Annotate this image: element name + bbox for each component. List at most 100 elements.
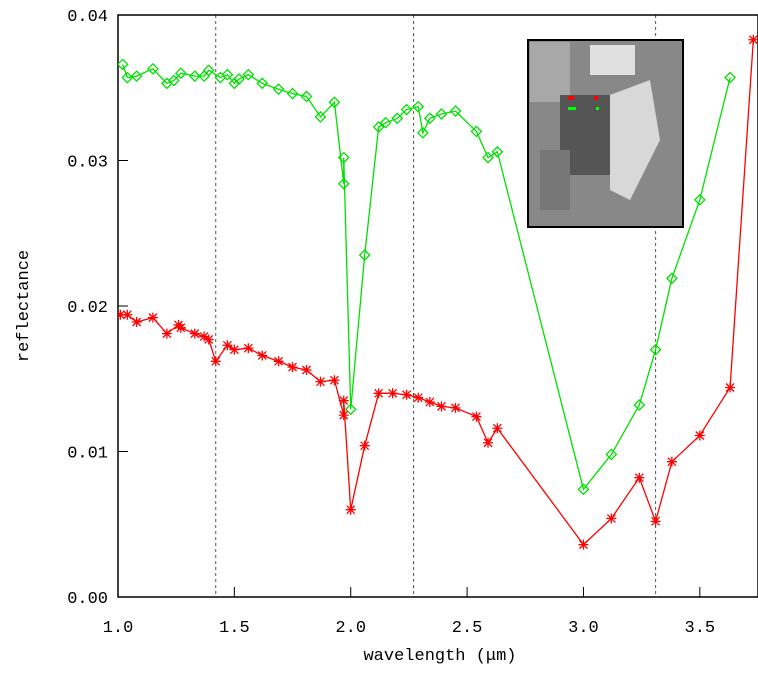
diamond-marker <box>633 399 646 411</box>
diamond-marker <box>202 64 215 77</box>
diamond-marker <box>188 70 201 83</box>
x-tick-label: 2.0 <box>335 619 366 638</box>
diamond-marker <box>146 62 159 75</box>
asterisk-marker <box>338 410 349 421</box>
diamond-marker <box>470 125 483 138</box>
diamond-marker <box>130 70 143 83</box>
diamond-marker <box>228 77 241 90</box>
asterisk-marker <box>229 344 240 355</box>
asterisk-marker <box>492 423 503 434</box>
plot-area <box>118 34 758 550</box>
asterisk-marker <box>694 430 705 441</box>
asterisk-marker <box>483 437 494 448</box>
asterisk-marker <box>650 516 661 527</box>
diamond-marker <box>435 108 448 120</box>
x-tick-label: 3.5 <box>685 619 716 638</box>
diamond-marker <box>412 100 425 113</box>
asterisk-marker <box>203 334 214 345</box>
diamond-marker <box>423 112 436 125</box>
asterisk-marker <box>122 309 133 320</box>
asterisk-marker <box>273 356 284 367</box>
y-tick-label: 0.00 <box>67 590 108 609</box>
diamond-marker <box>286 87 299 100</box>
diamond-marker <box>242 68 255 81</box>
diamond-marker <box>649 343 662 356</box>
asterisk-marker <box>471 411 482 422</box>
diamond-marker <box>167 74 180 87</box>
asterisk-marker <box>131 317 142 328</box>
y-tick-label: 0.01 <box>67 445 108 464</box>
asterisk-marker <box>359 440 370 451</box>
inset-image <box>527 39 684 228</box>
asterisk-marker <box>315 376 326 387</box>
asterisk-marker <box>161 328 172 339</box>
asterisk-marker <box>222 340 233 351</box>
asterisk-marker <box>450 402 461 413</box>
diamond-marker <box>221 68 234 81</box>
x-tick-label: 3.0 <box>568 619 599 638</box>
diamond-marker <box>121 71 134 84</box>
asterisk-marker <box>287 362 298 373</box>
diamond-marker <box>577 483 590 496</box>
asterisk-marker <box>578 539 589 550</box>
asterisk-marker <box>329 375 340 386</box>
diamond-marker <box>449 105 462 117</box>
diamond-marker <box>337 151 350 164</box>
diamond-marker <box>174 67 187 80</box>
y-tick-label: 0.04 <box>67 8 108 27</box>
diamond-marker <box>344 403 357 416</box>
x-tick-label: 2.5 <box>452 619 483 638</box>
x-axis-label: wavelength (μm) <box>363 647 516 666</box>
diamond-marker <box>233 73 245 85</box>
asterisk-marker <box>189 328 200 339</box>
diamond-marker <box>337 177 350 190</box>
diamond-marker <box>416 126 429 139</box>
asterisk-marker <box>210 356 221 367</box>
diamond-marker <box>328 96 341 109</box>
series-line <box>122 64 731 491</box>
asterisk-marker <box>243 343 254 354</box>
diamond-marker <box>391 112 404 125</box>
asterisk-marker <box>199 331 210 342</box>
diamond-marker <box>724 71 736 84</box>
asterisk-marker <box>345 504 356 515</box>
asterisk-marker <box>413 392 424 403</box>
diamond-marker <box>256 77 269 90</box>
x-tick-label: 1.5 <box>219 619 250 638</box>
asterisk-marker <box>748 34 758 45</box>
x-tick-label: 1.0 <box>103 619 134 638</box>
asterisk-marker <box>175 322 186 333</box>
asterisk-marker <box>373 388 384 399</box>
diamond-marker <box>272 83 285 96</box>
asterisk-marker <box>301 365 312 376</box>
diamond-marker <box>118 58 129 71</box>
y-axis-label: reflectance <box>15 250 34 362</box>
diamond-marker <box>693 193 706 206</box>
diamond-marker <box>482 151 494 164</box>
asterisk-marker <box>634 472 645 483</box>
asterisk-marker <box>401 389 412 400</box>
diamond-marker <box>400 103 413 116</box>
series-line <box>120 39 754 546</box>
asterisk-marker <box>666 456 677 467</box>
diamond-marker <box>358 249 371 261</box>
asterisk-marker <box>257 350 268 361</box>
diamond-marker <box>605 448 618 461</box>
diamond-marker <box>665 272 678 285</box>
asterisk-marker <box>606 513 617 524</box>
diamond-marker <box>379 116 392 129</box>
asterisk-marker <box>436 401 447 412</box>
diamond-marker <box>491 145 504 158</box>
asterisk-marker <box>118 309 126 320</box>
asterisk-marker <box>725 382 736 393</box>
asterisk-marker <box>387 388 398 399</box>
diamond-marker <box>314 110 327 123</box>
diamond-marker <box>300 90 313 103</box>
asterisk-marker <box>338 395 349 406</box>
y-tick-label: 0.02 <box>67 299 108 318</box>
asterisk-marker <box>424 397 435 408</box>
asterisk-marker <box>147 312 158 323</box>
y-tick-label: 0.03 <box>67 154 108 173</box>
diamond-marker <box>372 121 385 133</box>
